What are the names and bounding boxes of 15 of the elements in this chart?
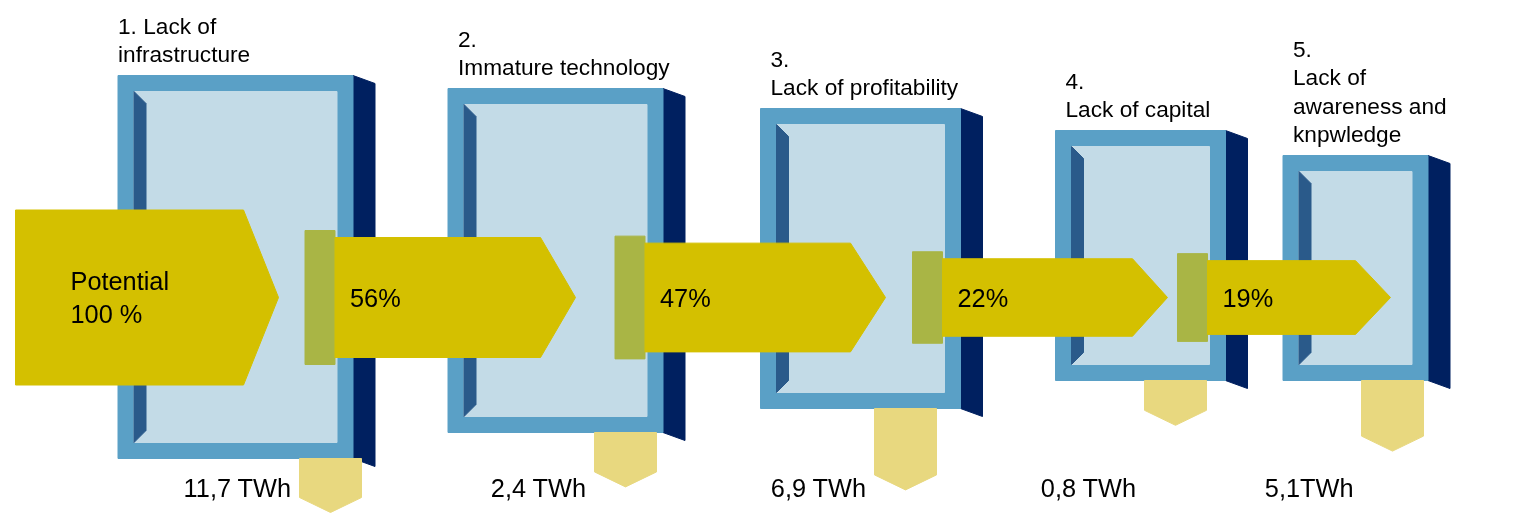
category-label: 3. Lack of profitability bbox=[770, 45, 959, 101]
data-label: 11,7 TWh bbox=[183, 473, 292, 502]
category-label: 1. Lack of infrastructure bbox=[118, 12, 251, 68]
data-label: 0,8 TWh bbox=[1040, 473, 1137, 502]
data-label: 2,4 TWh bbox=[490, 473, 587, 502]
data-label: 22% bbox=[957, 283, 1009, 312]
data-label: 56% bbox=[350, 283, 401, 312]
data-label: 5,1TWh bbox=[1264, 473, 1354, 502]
data-label: 6,9 TWh bbox=[770, 473, 867, 502]
data-label: Potential 100 % bbox=[70, 267, 170, 328]
category-label: 5. Lack of awareness and knpwledge bbox=[1293, 35, 1447, 148]
data-label: 19% bbox=[1222, 283, 1274, 312]
data-label: 47% bbox=[660, 283, 711, 312]
category-label: 4. Lack of capital bbox=[1065, 67, 1211, 123]
category-label: 2. Immature technology bbox=[458, 25, 671, 81]
